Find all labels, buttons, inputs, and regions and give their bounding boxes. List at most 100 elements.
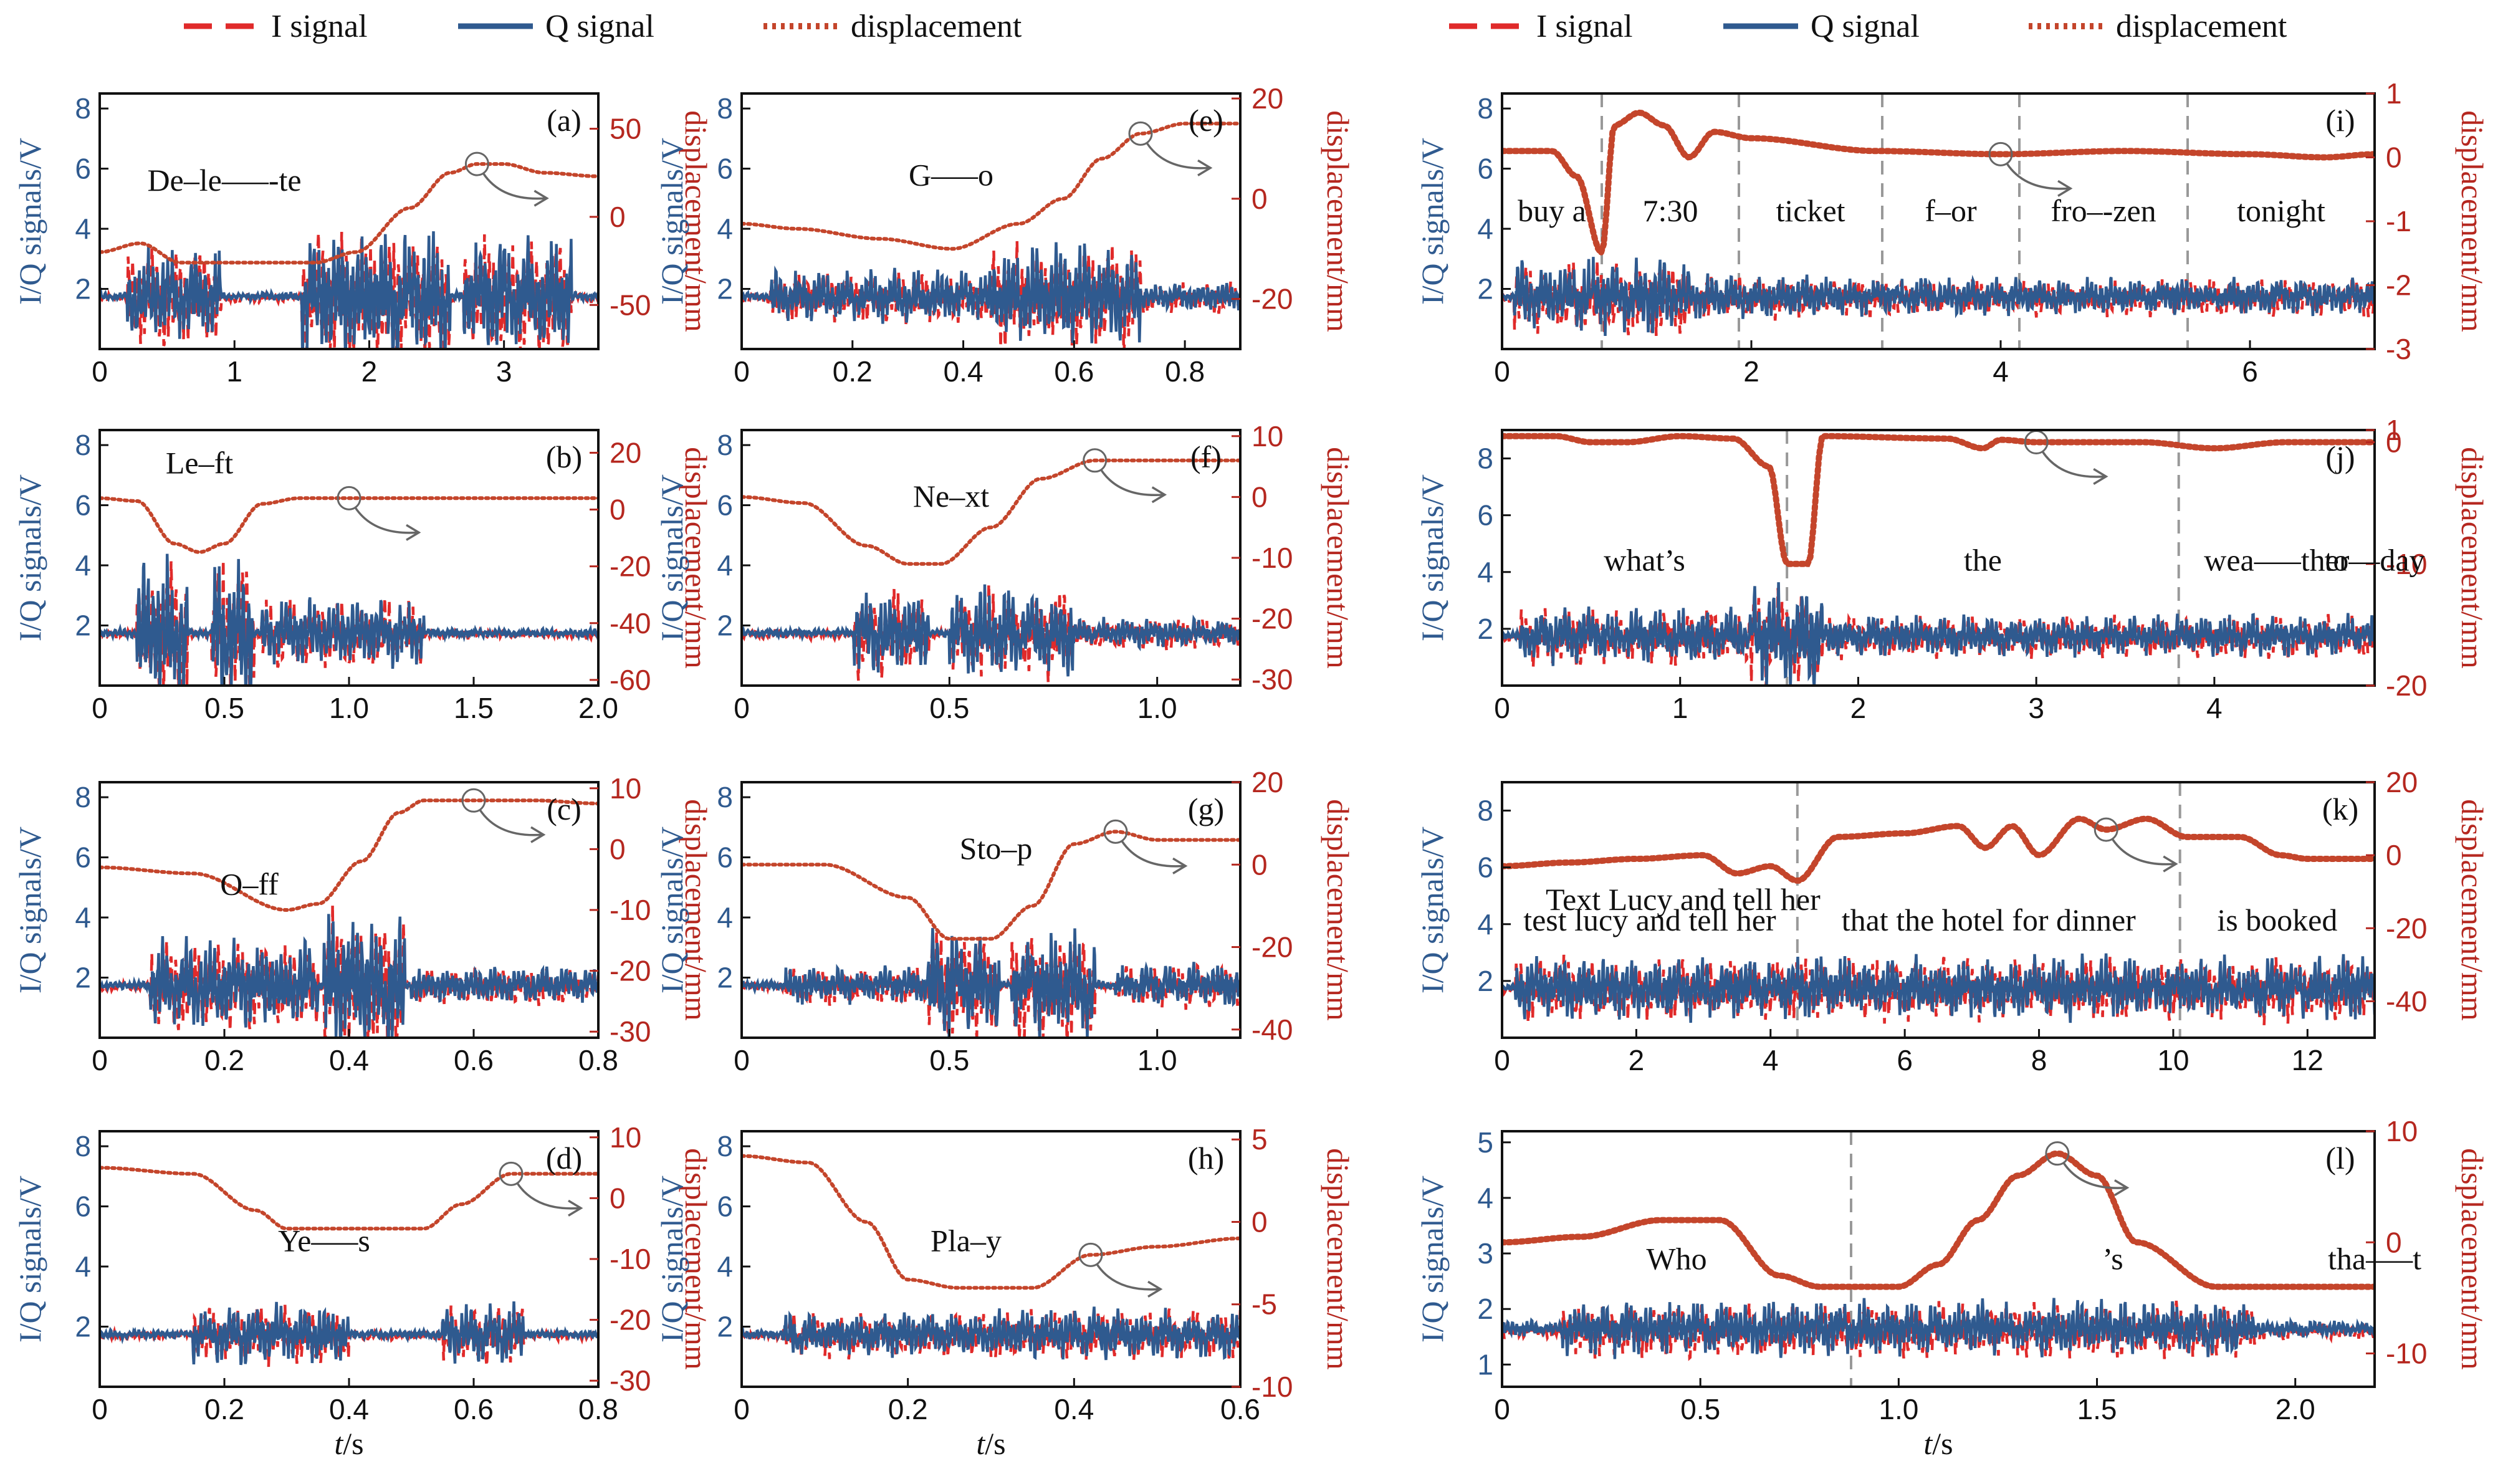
y-tick-label-a-0: 2 [75,273,91,305]
y2-axis-label-l: displacement/mm [2455,1148,2490,1370]
legend-label-2: displacement [851,9,1022,44]
displacement-arrowhead-i [2057,180,2073,197]
y-tick-label-j-2: 6 [1477,499,1493,532]
displacement-arrowhead-g [1172,857,1188,874]
y-tick-label-j-1: 4 [1477,556,1493,588]
q-signal-line-d [100,1301,598,1366]
word-label-k-1: that the hotel for dinner [1842,902,2136,937]
plot-area-c [100,798,598,1038]
x-tick-label-b-2: 1.0 [329,692,369,724]
displacement-arrow-k [2111,838,2175,866]
y-tick-label-f-3: 8 [717,429,733,461]
x-tick-label-i-0: 0 [1494,355,1510,388]
y2-tick-label-f-3: 0 [1252,481,1268,513]
y-tick-label-l-4: 5 [1477,1126,1493,1159]
i-signal-line-c [100,904,598,1038]
x-tick-label-i-2: 4 [1993,355,2009,388]
y2-tick-label-k-1: -20 [2386,912,2427,944]
y2-tick-label-d-0: -30 [610,1364,651,1397]
displacement-arrowhead-c [530,826,546,843]
legend-label-1: Q signal [545,9,654,44]
y-axis-label-c: I/Q signals/V [12,826,47,993]
x-tick-label-c-3: 0.6 [454,1044,494,1076]
word-label-i-1: 7:30 [1643,193,1698,228]
x-tick-label-c-4: 0.8 [578,1044,618,1076]
displacement-marker-g [1103,819,1128,844]
x-tick-label-d-2: 0.4 [329,1393,369,1425]
displacement-arrowhead-e [1197,159,1213,176]
q-signal-line-j [1502,582,2375,686]
y-axis-label-i: I/Q signals/V [1415,138,1450,305]
y2-tick-label-i-2: -1 [2386,205,2411,237]
x-tick-label-k-4: 8 [2031,1044,2047,1076]
x-tick-label-l-4: 2.0 [2276,1393,2315,1425]
panel-tag-h: (h) [1188,1141,1224,1175]
y2-tick-label-k-3: 20 [2386,766,2418,798]
displacement-line-e [742,122,1240,251]
displacement-arrow-e [1146,142,1210,170]
displacement-arrow-a [482,173,546,200]
y2-tick-label-c-1: -20 [610,955,651,987]
plot-area-a [100,162,598,349]
y-tick-label-l-3: 4 [1477,1182,1493,1214]
y-axis-label-b: I/Q signals/V [12,474,47,641]
y2-axis-label-b: displacement/mm [679,447,714,669]
y-axis-label-d: I/Q signals/V [12,1175,47,1343]
x-tick-label-k-3: 6 [1897,1044,1913,1076]
q-signal-line-k [1502,953,2375,1023]
y2-tick-label-k-0: -40 [2386,985,2427,1017]
q-signal-line-f [742,584,1240,677]
x-tick-label-k-2: 4 [1763,1044,1779,1076]
displacement-line-b [100,496,598,554]
displacement-marker-a [464,151,489,176]
axes-frame-g [740,781,1242,1039]
y-tick-label-f-1: 4 [717,549,733,582]
word-label-i-4: fro–-zen [2051,193,2156,228]
y2-tick-label-c-3: 0 [610,833,626,865]
y2-tick-label-b-0: -60 [610,664,651,696]
y2-axis-label-e: displacement/mm [1321,110,1356,332]
word-label-j-2: wea–––ther [2204,543,2350,578]
x-tick-label-a-3: 3 [496,355,512,388]
displacement-marker-c [461,788,486,813]
q-signal-line-c [100,914,598,1038]
word-label-k-0: test lucy and tell her [1523,902,1776,937]
y2-tick-label-d-1: -20 [610,1304,651,1336]
x-tick-label-i-3: 6 [2242,355,2258,388]
y-tick-label-g-3: 8 [717,781,733,813]
displacement-arrow-d [516,1182,580,1210]
x-tick-label-a-1: 1 [226,355,242,388]
displacement-arrow-b [354,507,418,534]
x-tick-label-j-3: 3 [2028,692,2044,724]
displacement-marker-b [337,486,361,510]
y-tick-label-i-0: 2 [1477,273,1493,305]
x-tick-label-g-1: 0.5 [929,1044,969,1076]
displacement-line-c [100,798,598,912]
y2-axis-label-a: displacement/mm [679,110,714,332]
displacement-arrowhead-j [2093,468,2108,486]
plot-area-j [1502,430,2375,686]
legend-label-0: I signal [1536,9,1633,44]
x-axis-label-l: t/s [1923,1426,1953,1461]
y2-tick-label-d-3: 0 [610,1182,626,1214]
displacement-line-d [100,1166,598,1231]
x-tick-label-e-0: 0 [734,355,750,388]
word-label-e-0: G–––o [909,158,993,193]
y-tick-label-l-0: 1 [1477,1348,1493,1381]
x-tick-label-j-0: 0 [1494,692,1510,724]
y-axis-label-l: I/Q signals/V [1415,1175,1450,1343]
y-tick-label-d-1: 4 [75,1250,91,1283]
x-tick-label-k-0: 0 [1494,1044,1510,1076]
y-tick-label-e-1: 4 [717,213,733,245]
displacement-arrowhead-h [1147,1280,1163,1298]
y-tick-label-h-2: 6 [717,1190,733,1223]
y2-tick-label-b-2: -20 [610,550,651,583]
x-tick-label-b-1: 0.5 [204,692,244,724]
y-tick-label-i-2: 6 [1477,153,1493,185]
y2-tick-label-f-1: -20 [1252,603,1293,635]
legend-left: I signal Q signal displacement [184,9,1022,44]
word-label-i-5: tonight [2237,193,2325,228]
panel-tag-e: (e) [1189,103,1223,138]
